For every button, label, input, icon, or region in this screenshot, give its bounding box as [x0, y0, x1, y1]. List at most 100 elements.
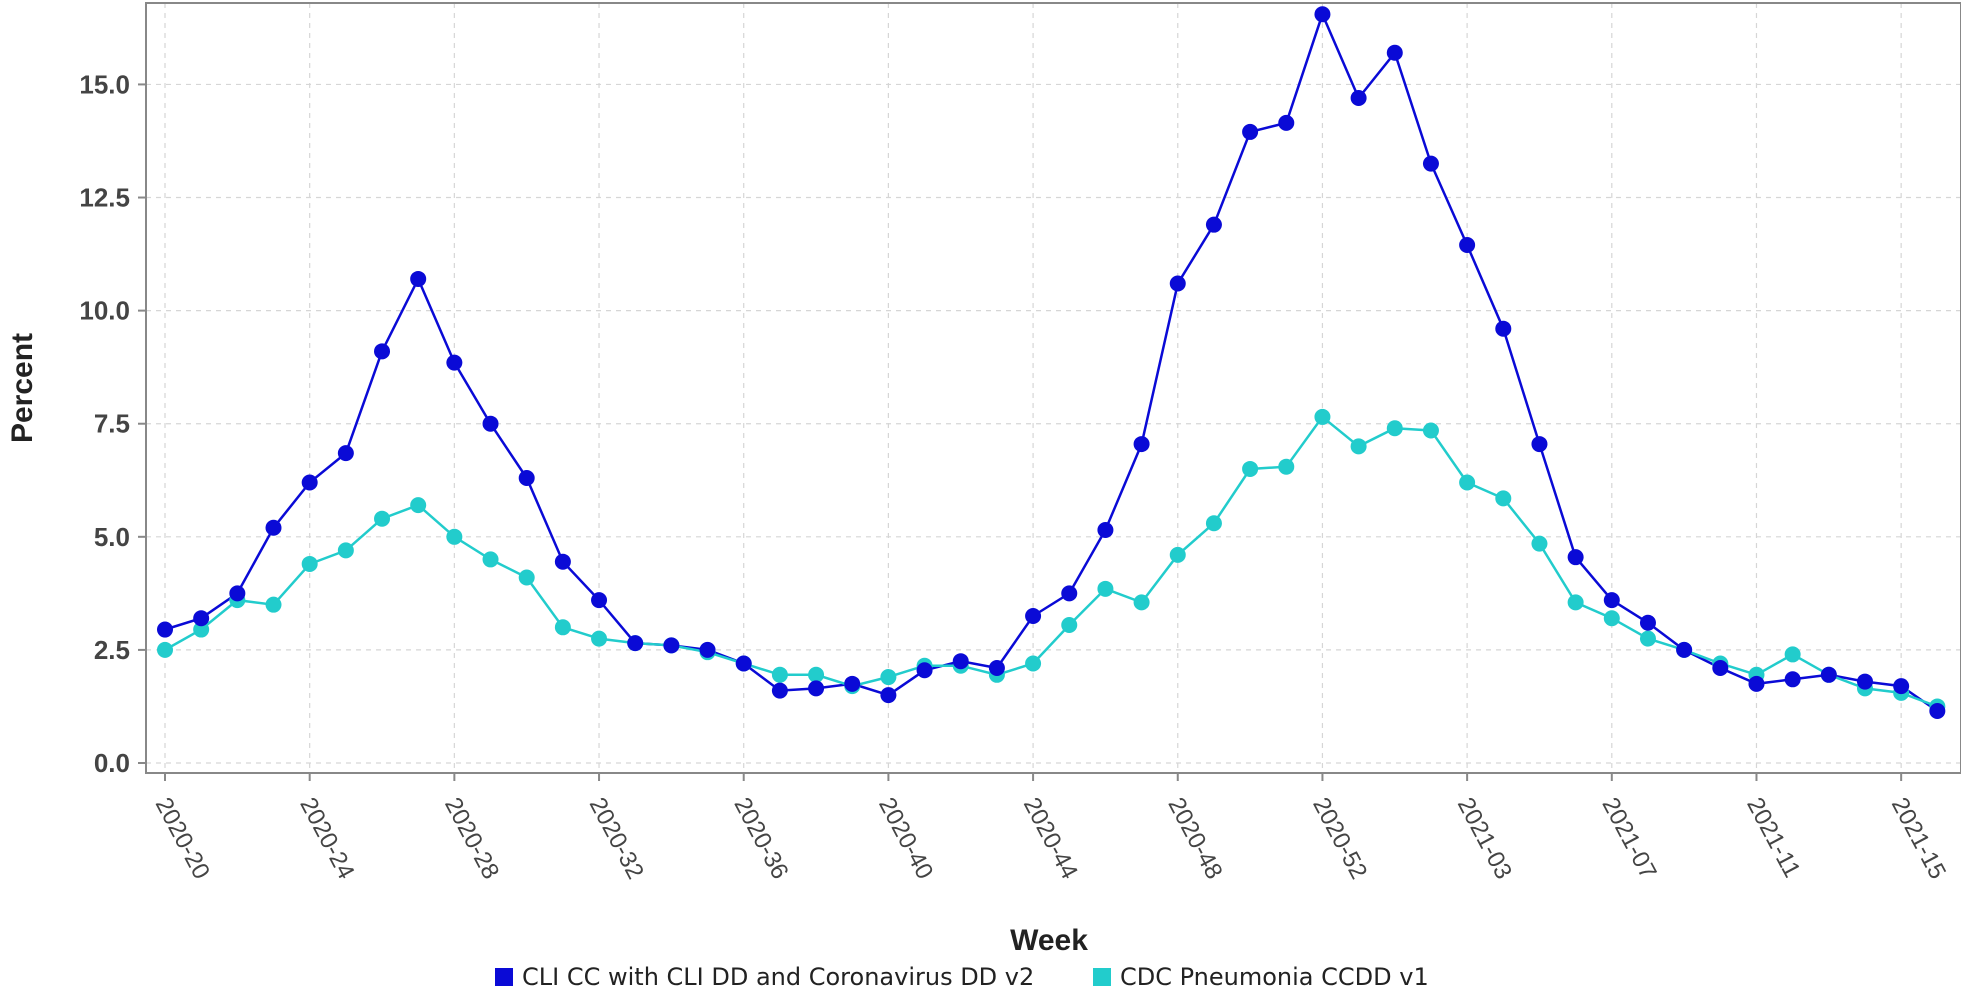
data-point: [1422, 155, 1439, 172]
y-tick-label: 12.5: [79, 183, 130, 213]
data-point: [1061, 585, 1078, 602]
data-point: [1639, 614, 1656, 631]
data-point: [410, 270, 427, 287]
x-tick-label: 2020-32: [584, 793, 649, 883]
series-line: [164, 10, 1939, 713]
data-point: [554, 619, 571, 636]
data-point: [591, 592, 608, 609]
data-point: [808, 680, 825, 697]
data-point: [916, 662, 933, 679]
data-point: [1784, 646, 1801, 663]
x-tick-label: 2021-11: [1741, 793, 1805, 882]
data-point: [482, 415, 499, 432]
data-point: [1495, 320, 1512, 337]
x-tick-label: 2020-40: [873, 793, 938, 883]
data-point: [1061, 617, 1078, 634]
data-point: [1820, 666, 1837, 683]
data-point: [1205, 515, 1222, 532]
x-axis-title: Week: [1010, 924, 1088, 957]
data-point: [1205, 216, 1222, 233]
data-point: [1350, 90, 1367, 106]
data-point: [301, 555, 318, 572]
data-point: [1169, 275, 1186, 292]
legend-swatch-cli: [495, 968, 513, 986]
gridlines: [146, 3, 1961, 773]
y-tick-label: 5.0: [94, 522, 130, 552]
data-point: [1676, 641, 1693, 658]
data-point: [771, 666, 788, 683]
data-point: [1459, 474, 1476, 491]
series-points-1: [157, 408, 1946, 715]
data-point: [1531, 436, 1548, 453]
legend-label-cli: CLI CC with CLI DD and Coronavirus DD v2: [522, 963, 1034, 991]
x-tick-label: 2020-44: [1018, 793, 1083, 883]
data-point: [1784, 671, 1801, 688]
data-point: [1242, 460, 1259, 477]
data-point: [1567, 594, 1584, 611]
data-point: [1712, 660, 1729, 676]
plot-area-frame: [145, 2, 1961, 774]
data-point: [1025, 655, 1042, 672]
series-line: [164, 415, 1938, 708]
data-point: [1459, 237, 1476, 254]
data-point: [1748, 675, 1765, 692]
data-point: [988, 660, 1005, 676]
data-point: [554, 553, 571, 570]
axes: 0.0 2.5 5.0 7.5 10.0 12.5 15.0 2020-20 2020-24 20…: [79, 69, 1951, 883]
data-point: [374, 343, 391, 360]
data-point: [193, 610, 210, 627]
series-1: [164, 415, 1938, 708]
x-tick-label: 2021-03: [1452, 793, 1517, 883]
legend-swatch-pneumonia: [1093, 968, 1111, 986]
y-tick-label: 15.0: [79, 69, 130, 99]
data-point: [735, 655, 752, 672]
y-axis-title: Percent: [6, 333, 39, 443]
data-point: [337, 542, 354, 559]
x-tick-label: 2020-28: [439, 793, 504, 883]
data-point: [1314, 408, 1331, 425]
data-point: [1856, 673, 1873, 690]
data-point: [1929, 702, 1946, 719]
data-point: [1133, 436, 1150, 453]
data-point: [518, 470, 535, 486]
data-point: [410, 497, 427, 514]
data-point: [1603, 610, 1620, 627]
data-point: [301, 474, 318, 491]
data-point: [663, 637, 680, 654]
data-point: [1893, 678, 1910, 695]
x-tick-label: 2021-07: [1597, 793, 1662, 883]
data-point: [627, 635, 644, 652]
series-0: [164, 10, 1939, 713]
data-point: [1133, 594, 1150, 611]
data-point: [1603, 592, 1620, 609]
data-point: [193, 621, 210, 638]
data-point: [374, 510, 391, 527]
x-tick-label: 2020-48: [1162, 793, 1227, 883]
data-point: [880, 687, 897, 704]
series-points-0: [157, 6, 1946, 719]
data-point: [446, 354, 463, 371]
data-point: [157, 621, 173, 638]
data-point: [1242, 123, 1259, 140]
data-point: [157, 641, 173, 658]
data-point: [1531, 535, 1548, 552]
data-point: [1314, 6, 1331, 23]
data-point: [1097, 580, 1114, 597]
data-point: [771, 682, 788, 699]
x-tick-label: 2020-52: [1307, 793, 1372, 883]
data-point: [880, 669, 897, 686]
data-point: [1278, 114, 1295, 131]
data-point: [265, 519, 282, 536]
data-point: [446, 528, 463, 545]
data-point: [1097, 522, 1114, 539]
data-point: [518, 569, 535, 586]
data-point: [1567, 549, 1584, 566]
x-tick-label: 2021-15: [1886, 793, 1951, 883]
legend-label-pneumonia: CDC Pneumonia CCDD v1: [1120, 963, 1429, 991]
data-point: [1350, 438, 1367, 455]
legend: CLI CC with CLI DD and Coronavirus DD v2…: [495, 963, 1429, 991]
data-point: [265, 596, 282, 613]
data-point: [808, 666, 825, 683]
